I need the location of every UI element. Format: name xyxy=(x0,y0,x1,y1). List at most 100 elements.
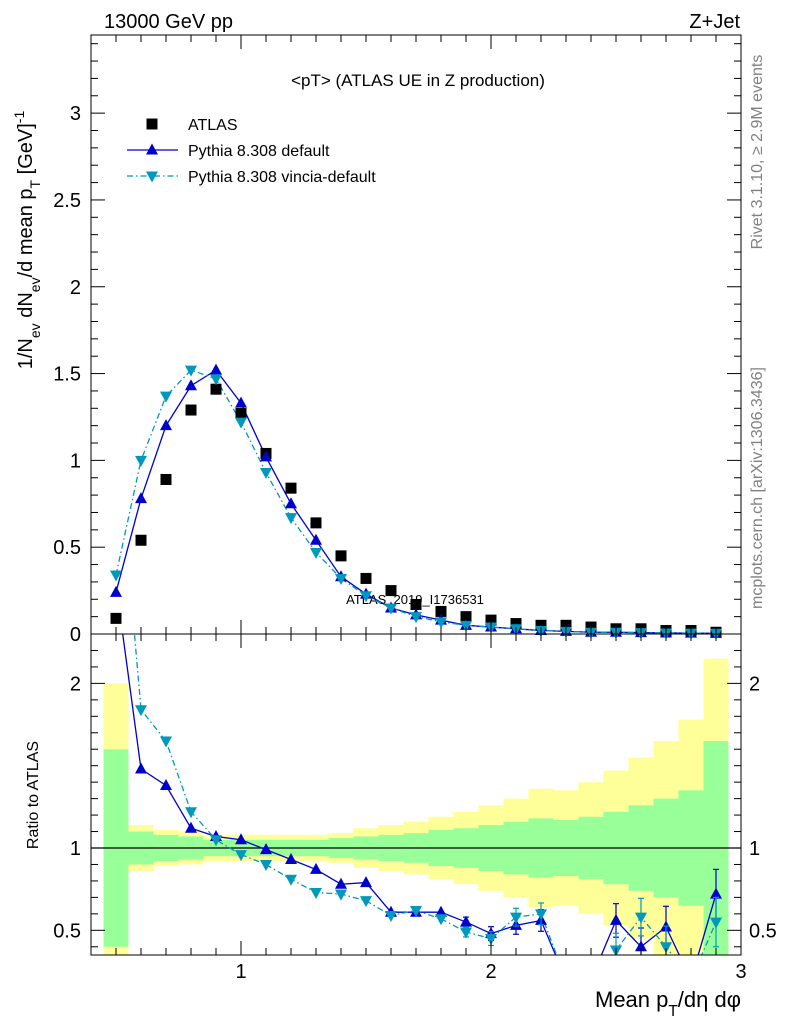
data-point-0 xyxy=(310,517,322,529)
main-y-tick-label: 2 xyxy=(70,277,81,299)
data-point-2 xyxy=(410,612,422,624)
data-point-2 xyxy=(385,603,397,615)
data-point-2 xyxy=(185,365,197,377)
header-channel-label: Z+Jet xyxy=(689,11,740,33)
data-point-0 xyxy=(135,534,147,546)
data-point-2 xyxy=(110,570,122,582)
ratio-point-0 xyxy=(285,853,297,865)
data-point-1 xyxy=(160,419,172,431)
ratio-point-1 xyxy=(585,975,597,986)
data-point-2 xyxy=(435,617,447,629)
ratio-point-0 xyxy=(185,821,197,833)
ratio-y-tick-label: 1 xyxy=(70,838,81,860)
ratio-y-tick-label: 0.5 xyxy=(53,920,81,942)
legend-marker-1 xyxy=(146,143,158,155)
ratio-point-1 xyxy=(360,896,372,908)
data-point-2 xyxy=(235,417,247,429)
data-point-2 xyxy=(285,513,297,525)
ratio-point-1 xyxy=(110,416,122,427)
x-axis-label: Mean pT/dη dφ xyxy=(595,987,741,1020)
ratio-y-tick-label-right: 1 xyxy=(749,838,760,860)
data-point-0 xyxy=(110,612,122,624)
main-y-tick-label: 0 xyxy=(70,624,81,646)
ratio-point-1 xyxy=(135,705,147,717)
data-point-2 xyxy=(360,591,372,603)
legend-label-1: Pythia 8.308 default xyxy=(188,143,330,160)
data-point-0 xyxy=(360,572,372,584)
ratio-point-1 xyxy=(385,910,397,922)
data-point-0 xyxy=(210,383,222,395)
ratio-point-0 xyxy=(160,778,172,790)
ratio-point-1 xyxy=(535,909,547,921)
ratio-panel: 1 2 30.5 0.51 12 2 Ratio to ATLAS Mean pT/dη … xyxy=(25,416,777,1020)
data-point-2 xyxy=(260,468,272,480)
main-y-tick-label: 1 xyxy=(70,450,81,472)
ratio-point-0 xyxy=(135,762,147,774)
ratio-point-0 xyxy=(335,877,347,889)
ratio-point-1 xyxy=(160,736,172,748)
data-point-1 xyxy=(210,363,222,375)
data-point-1 xyxy=(185,379,197,391)
ratio-point-1 xyxy=(410,906,422,918)
ratio-y-tick-label: 2 xyxy=(70,673,81,695)
ratio-point-1 xyxy=(235,850,247,862)
ratio-point-1 xyxy=(310,887,322,899)
ratio-point-1 xyxy=(185,807,197,819)
ratio-point-1 xyxy=(485,934,497,946)
header-process-label: 13000 GeV pp xyxy=(104,11,233,33)
data-point-0 xyxy=(335,550,347,562)
legend-marker-2 xyxy=(146,171,158,183)
data-point-2 xyxy=(160,391,172,403)
main-y-tick-label: 1.5 xyxy=(53,364,81,386)
ratio-point-0 xyxy=(635,940,647,952)
data-point-2 xyxy=(335,573,347,585)
ratio-point-1 xyxy=(710,917,722,929)
data-point-1 xyxy=(285,497,297,509)
ratio-point-0 xyxy=(460,915,472,927)
main-y-tick-label: 3 xyxy=(70,103,81,125)
ratio-point-0 xyxy=(435,905,447,917)
ratio-plot-frame xyxy=(90,633,742,956)
ratio-x-tick-label: 1 xyxy=(235,961,246,983)
ratio-point-1 xyxy=(685,975,697,986)
data-point-2 xyxy=(135,455,147,467)
data-point-1 xyxy=(235,396,247,408)
data-point-2 xyxy=(460,620,472,632)
ratio-point-1 xyxy=(435,914,447,926)
ratio-point-0 xyxy=(710,887,722,899)
ratio-y-axis-label: Ratio to ATLAS xyxy=(25,741,42,849)
data-point-0 xyxy=(385,585,397,597)
ratio-point-1 xyxy=(560,975,572,986)
rivet-version-label: Rivet 3.1.10, ≥ 2.9M events xyxy=(749,55,766,250)
legend-marker-0 xyxy=(146,118,158,130)
data-point-0 xyxy=(410,598,422,610)
mcplots-reference-label: mcplots.cern.ch [arXiv:1306.3436] xyxy=(749,367,766,609)
data-point-0 xyxy=(185,404,197,416)
main-y-tick-label: 2.5 xyxy=(53,190,81,212)
ratio-point-1 xyxy=(660,942,672,954)
ratio-point-1 xyxy=(260,859,272,871)
data-point-2 xyxy=(310,547,322,559)
chart-title: <pT> (ATLAS UE in Z production) xyxy=(291,71,545,90)
data-point-1 xyxy=(135,492,147,504)
data-point-1 xyxy=(260,450,272,462)
ratio-point-1 xyxy=(635,912,647,924)
data-point-0 xyxy=(435,605,447,617)
main-y-axis-label: 1/Nev dNev/d mean pT [GeV]-1 xyxy=(11,111,43,370)
legend-label-2: Pythia 8.308 vincia-default xyxy=(188,169,376,186)
main-panel: ATLAS_2019_I1736531 00.511.522.53 <pT> (… xyxy=(11,34,742,646)
ratio-x-tick-label: 2 xyxy=(485,961,496,983)
data-point-0 xyxy=(235,407,247,419)
ratio-point-1 xyxy=(510,912,522,924)
ratio-point-1 xyxy=(285,874,297,886)
ratio-x-tick-label: 3 xyxy=(735,961,746,983)
data-point-1 xyxy=(310,533,322,545)
ratio-point-1 xyxy=(460,927,472,939)
ratio-point-0 xyxy=(560,973,572,984)
data-point-0 xyxy=(460,611,472,623)
ratio-point-0 xyxy=(585,973,597,984)
data-point-0 xyxy=(160,473,172,485)
legend-label-0: ATLAS xyxy=(188,117,238,134)
ratio-point-0 xyxy=(235,833,247,845)
